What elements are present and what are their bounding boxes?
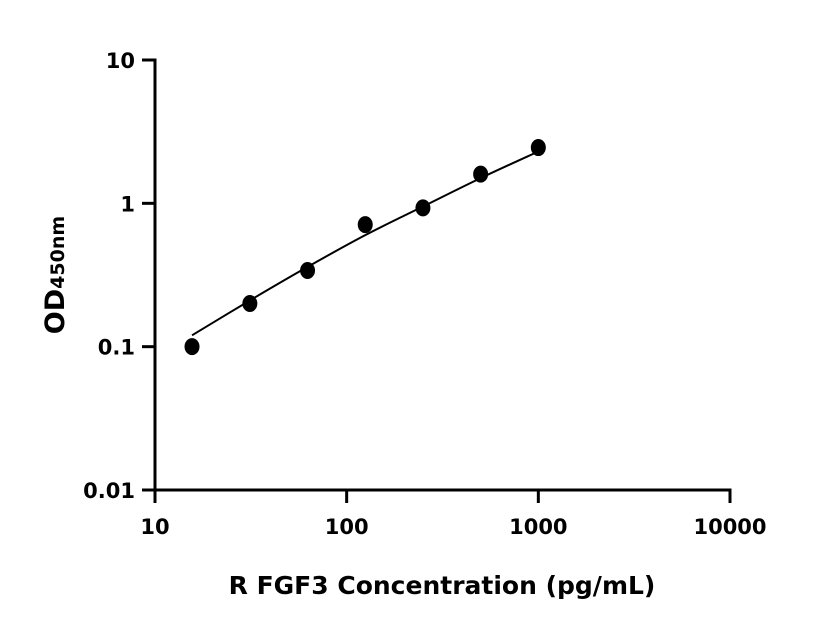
y-tick-label: 0.1 (98, 336, 135, 360)
y-axis-label-sub: 450nm (47, 216, 69, 289)
y-axis-label: OD450nm (40, 216, 71, 334)
data-point (530, 139, 546, 157)
y-tick-label: 1 (120, 192, 135, 216)
data-point (357, 216, 373, 234)
x-tick-label: 10 (140, 515, 169, 539)
x-tick-label: 1000 (509, 515, 567, 539)
x-axis-label: R FGF3 Concentration (pg/mL) (229, 571, 656, 600)
tick-labels: 10 100 1000 10000 0.01 0.1 1 10 (83, 49, 766, 539)
data-points (184, 139, 546, 356)
data-point (300, 261, 316, 279)
y-axis-label-main: OD (40, 289, 71, 334)
axes (142, 58, 732, 503)
data-point (415, 199, 431, 217)
y-tick-label: 10 (106, 49, 135, 73)
x-tick-label: 100 (325, 515, 369, 539)
y-tick-label: 0.01 (83, 479, 135, 503)
x-tick-label: 10000 (693, 515, 766, 539)
data-point (473, 165, 489, 183)
data-point (242, 295, 258, 313)
data-point (184, 338, 200, 356)
